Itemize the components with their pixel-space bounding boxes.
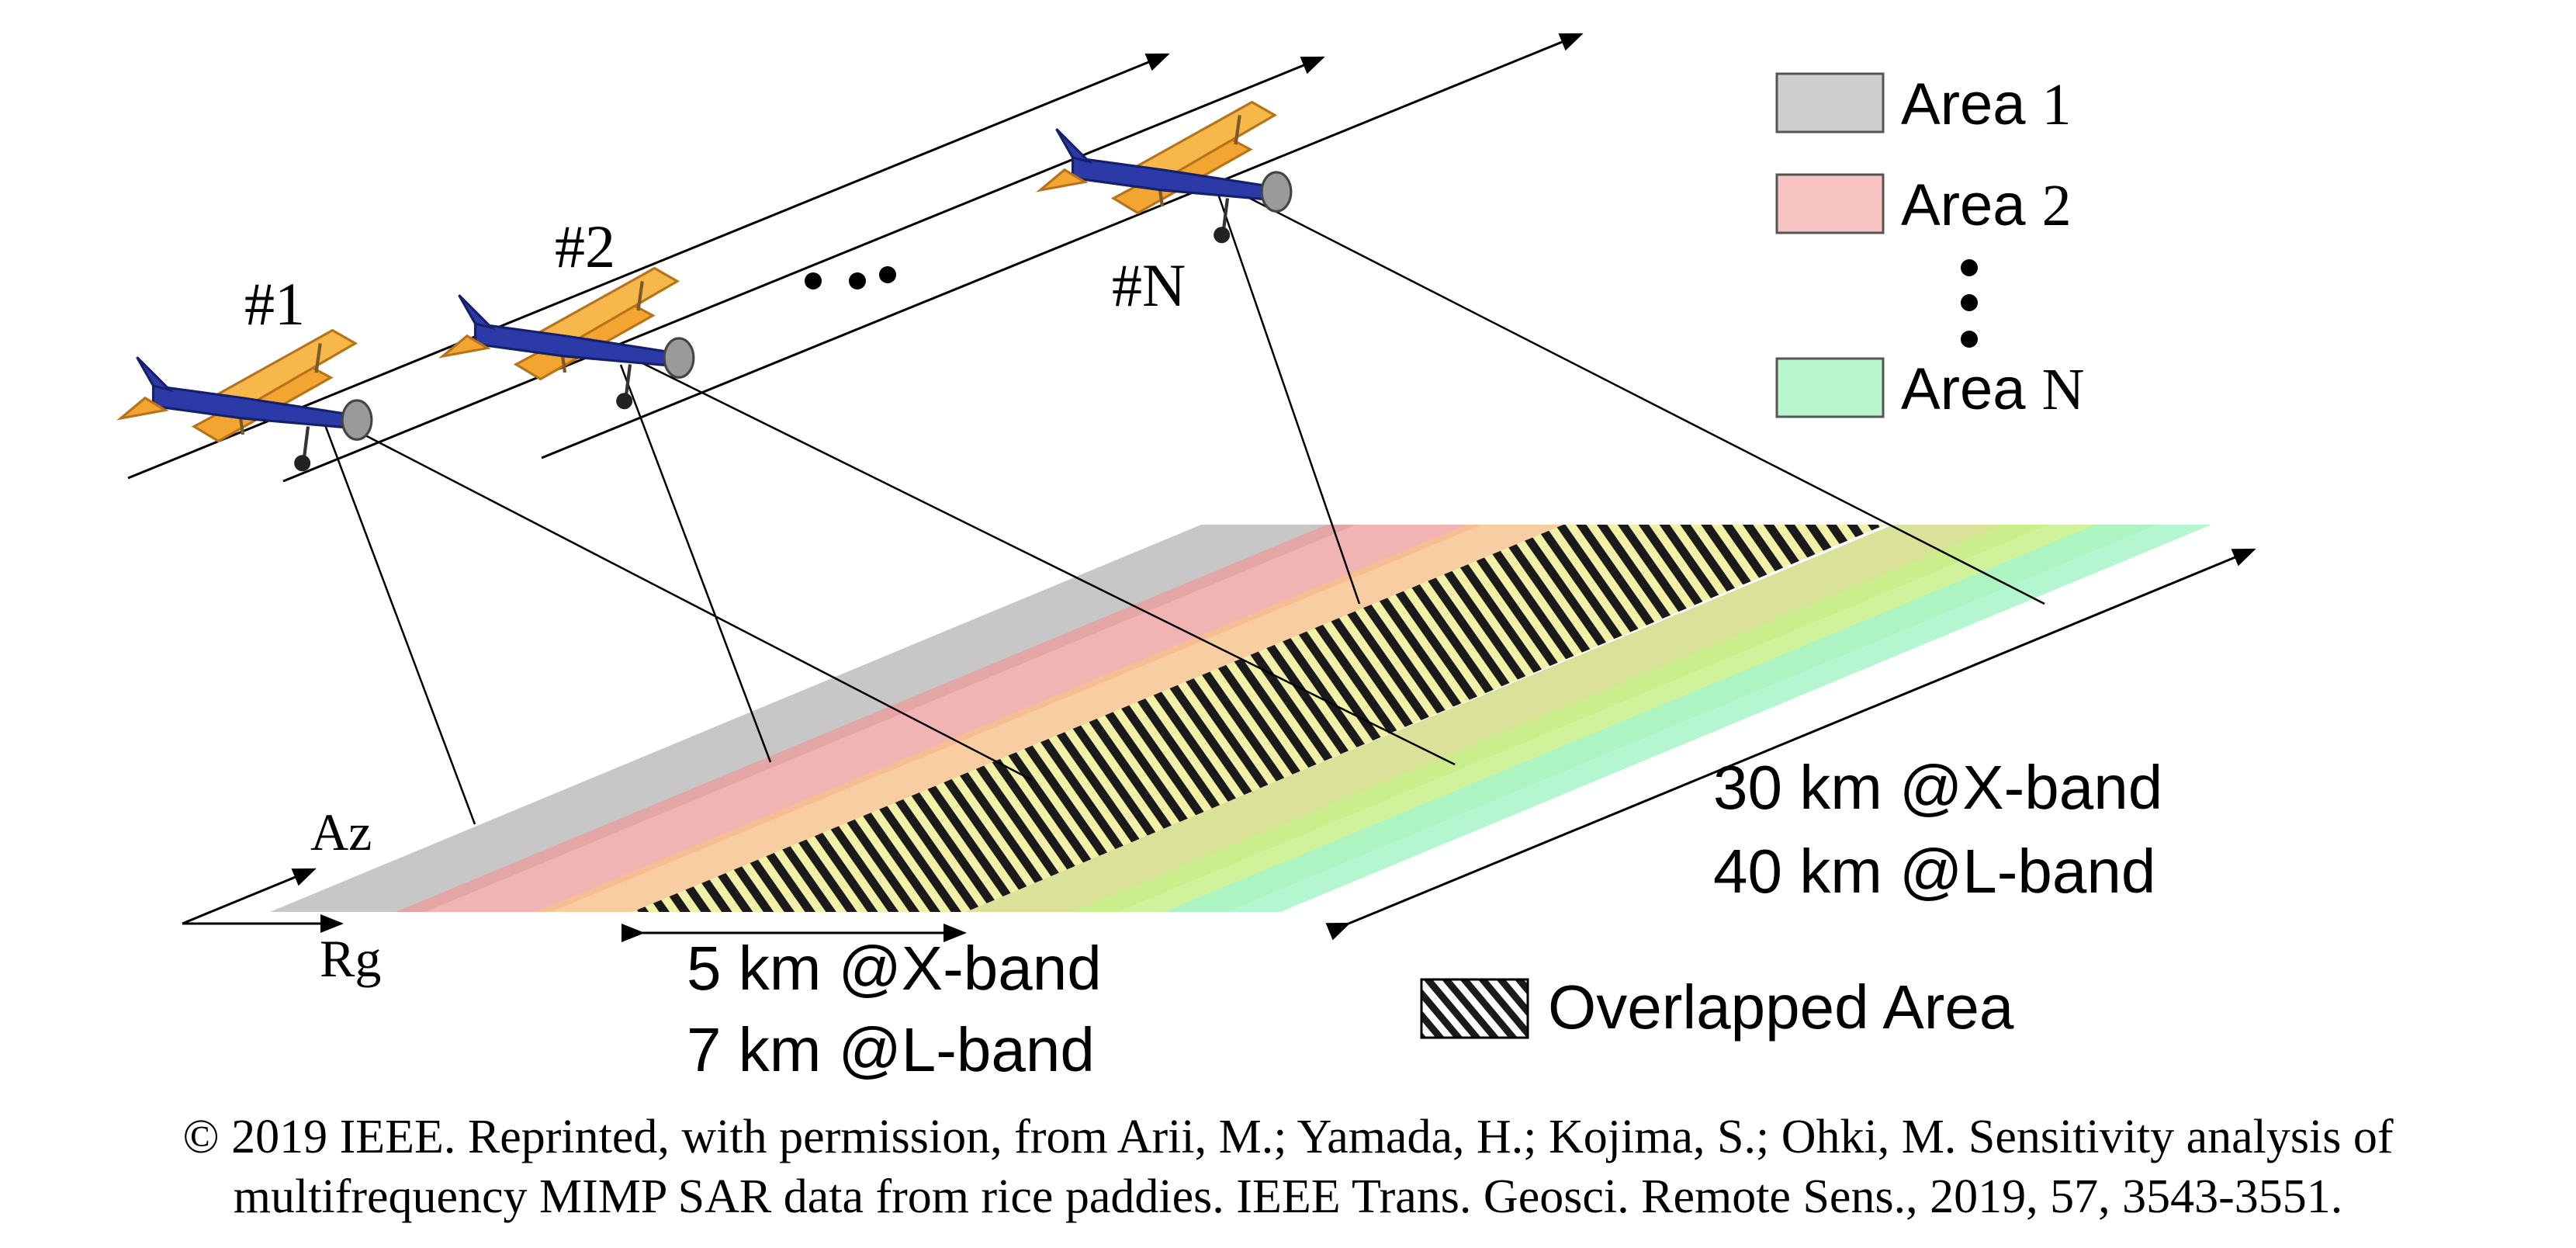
plane-label-1: #1 (244, 270, 305, 338)
range-label: Rg (320, 929, 381, 988)
biplane-icon (1040, 102, 1291, 244)
plane-label-2: #2 (555, 213, 615, 280)
legend-ellipsis (1961, 259, 1978, 348)
beam-1-far (341, 421, 1033, 782)
beam-2-near (619, 364, 772, 763)
legend-label-overlap: Overlapped Area (1548, 972, 2014, 1042)
swath-length-x-label: 30 km @X-band (1713, 753, 2162, 822)
beam-n-near (1217, 193, 1361, 605)
legend: Area 1 Area 2 Area N Overlapped Area (1420, 71, 2085, 1042)
caption-line-1: © 2019 IEEE. Reprinted, with permission,… (182, 1111, 2393, 1163)
beam-lines (323, 192, 2045, 825)
flight-path-n (541, 33, 1584, 459)
legend-swatch-area-2 (1775, 173, 1885, 234)
biplane-icon (443, 269, 694, 410)
legend-swatch-overlap (1420, 978, 1529, 1039)
beam-n-far (1241, 192, 2045, 605)
azimuth-arrow (182, 868, 317, 925)
legend-swatch-area-n (1775, 357, 1885, 418)
swath-length-l-label: 40 km @L-band (1713, 837, 2155, 906)
beam-1-near (323, 422, 476, 825)
swath-area-2 (396, 525, 1482, 912)
plane-label-n: #N (1112, 251, 1186, 319)
swath-width-l-label: 7 km @L-band (687, 1015, 1095, 1084)
legend-label-area-1: Area 1 (1901, 71, 2072, 137)
legend-label-area-2: Area 2 (1901, 172, 2072, 238)
axis-indicator (182, 868, 344, 933)
legend-label-area-n: Area N (1901, 356, 2085, 422)
legend-swatch-area-1 (1775, 72, 1885, 133)
flight-path-2 (282, 56, 1325, 483)
ellipsis-dots (805, 266, 896, 289)
beam-2-far (637, 359, 1456, 766)
swath-area-1 (270, 525, 1356, 912)
swath-width-x-label: 5 km @X-band (687, 934, 1102, 1003)
azimuth-label: Az (310, 803, 372, 861)
swath-length-arrow (1325, 548, 2256, 941)
caption-line-2: multifrequency MIMP SAR data from rice p… (234, 1170, 2342, 1223)
